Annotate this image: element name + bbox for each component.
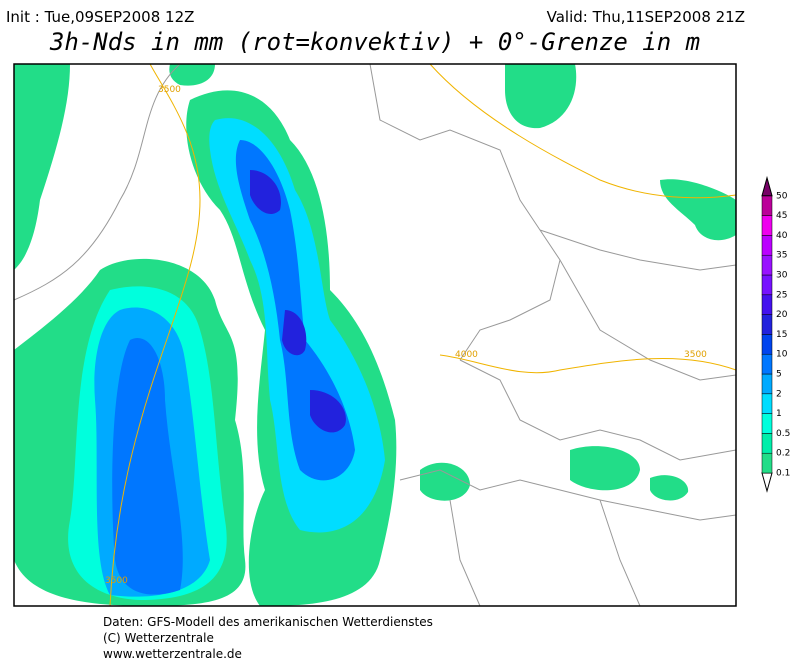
contour-label: 3500 (684, 350, 707, 360)
legend-swatch (761, 274, 773, 296)
valid-time: Valid: Thu,11SEP2008 21Z (547, 8, 745, 26)
precip-area (112, 338, 183, 595)
precip-area (250, 170, 346, 433)
precip-area (570, 446, 689, 501)
legend-swatch (761, 294, 773, 315)
footer-line: Daten: GFS-Modell des amerikanischen Wet… (103, 615, 433, 629)
legend-label: 15 (776, 330, 787, 340)
legend-label: 30 (776, 271, 788, 281)
contour-label: 3500 (158, 85, 181, 95)
precip-area (169, 64, 577, 129)
legend-swatch (761, 195, 773, 216)
legend-swatch (761, 215, 773, 236)
legend-arrow-bottom (761, 472, 773, 493)
legend-label: 5 (776, 370, 782, 380)
footer-line: www.wetterzentrale.de (103, 647, 242, 661)
legend-label: 1 (776, 409, 782, 419)
contour-label: 3500 (105, 576, 128, 586)
init-time: Init : Tue,09SEP2008 12Z (6, 8, 194, 26)
legend-label: 0.2 (776, 449, 790, 459)
map-frame (13, 63, 737, 607)
legend-label: 45 (776, 211, 787, 221)
legend-label: 20 (776, 310, 788, 320)
legend-swatch (761, 314, 773, 335)
legend-label: 50 (776, 191, 788, 201)
legend-swatch (761, 452, 773, 474)
legend-label: 40 (776, 231, 788, 241)
precip-area (660, 179, 736, 241)
precipitation (14, 64, 736, 607)
legend-swatch (761, 413, 773, 434)
borders (13, 63, 737, 607)
legend-label: 0.5 (776, 429, 790, 439)
legend-swatch (761, 254, 773, 276)
legend-label: 0.1 (776, 469, 790, 479)
footer-line: (C) Wetterzentrale (103, 631, 214, 645)
legend-swatch (761, 393, 773, 414)
legend-label: 2 (776, 389, 782, 399)
legend-swatch (761, 373, 773, 395)
legend-label: 25 (776, 290, 787, 300)
legend-swatch (761, 353, 773, 375)
title: 3h-Nds in mm (rot=konvektiv) + 0°-Grenze… (49, 28, 700, 56)
map: 3500 4000 3500 3500 (13, 63, 737, 607)
legend-label: 10 (776, 350, 788, 360)
contour-label: 4000 (455, 350, 478, 360)
legend-arrow-top (761, 175, 773, 197)
legend-swatch (761, 334, 773, 355)
legend-swatch (761, 235, 773, 256)
legend-swatch (761, 433, 773, 454)
freezing-level-isolines: 3500 4000 3500 3500 (105, 63, 737, 607)
precip-area (14, 64, 70, 270)
legend-label: 35 (776, 251, 787, 261)
